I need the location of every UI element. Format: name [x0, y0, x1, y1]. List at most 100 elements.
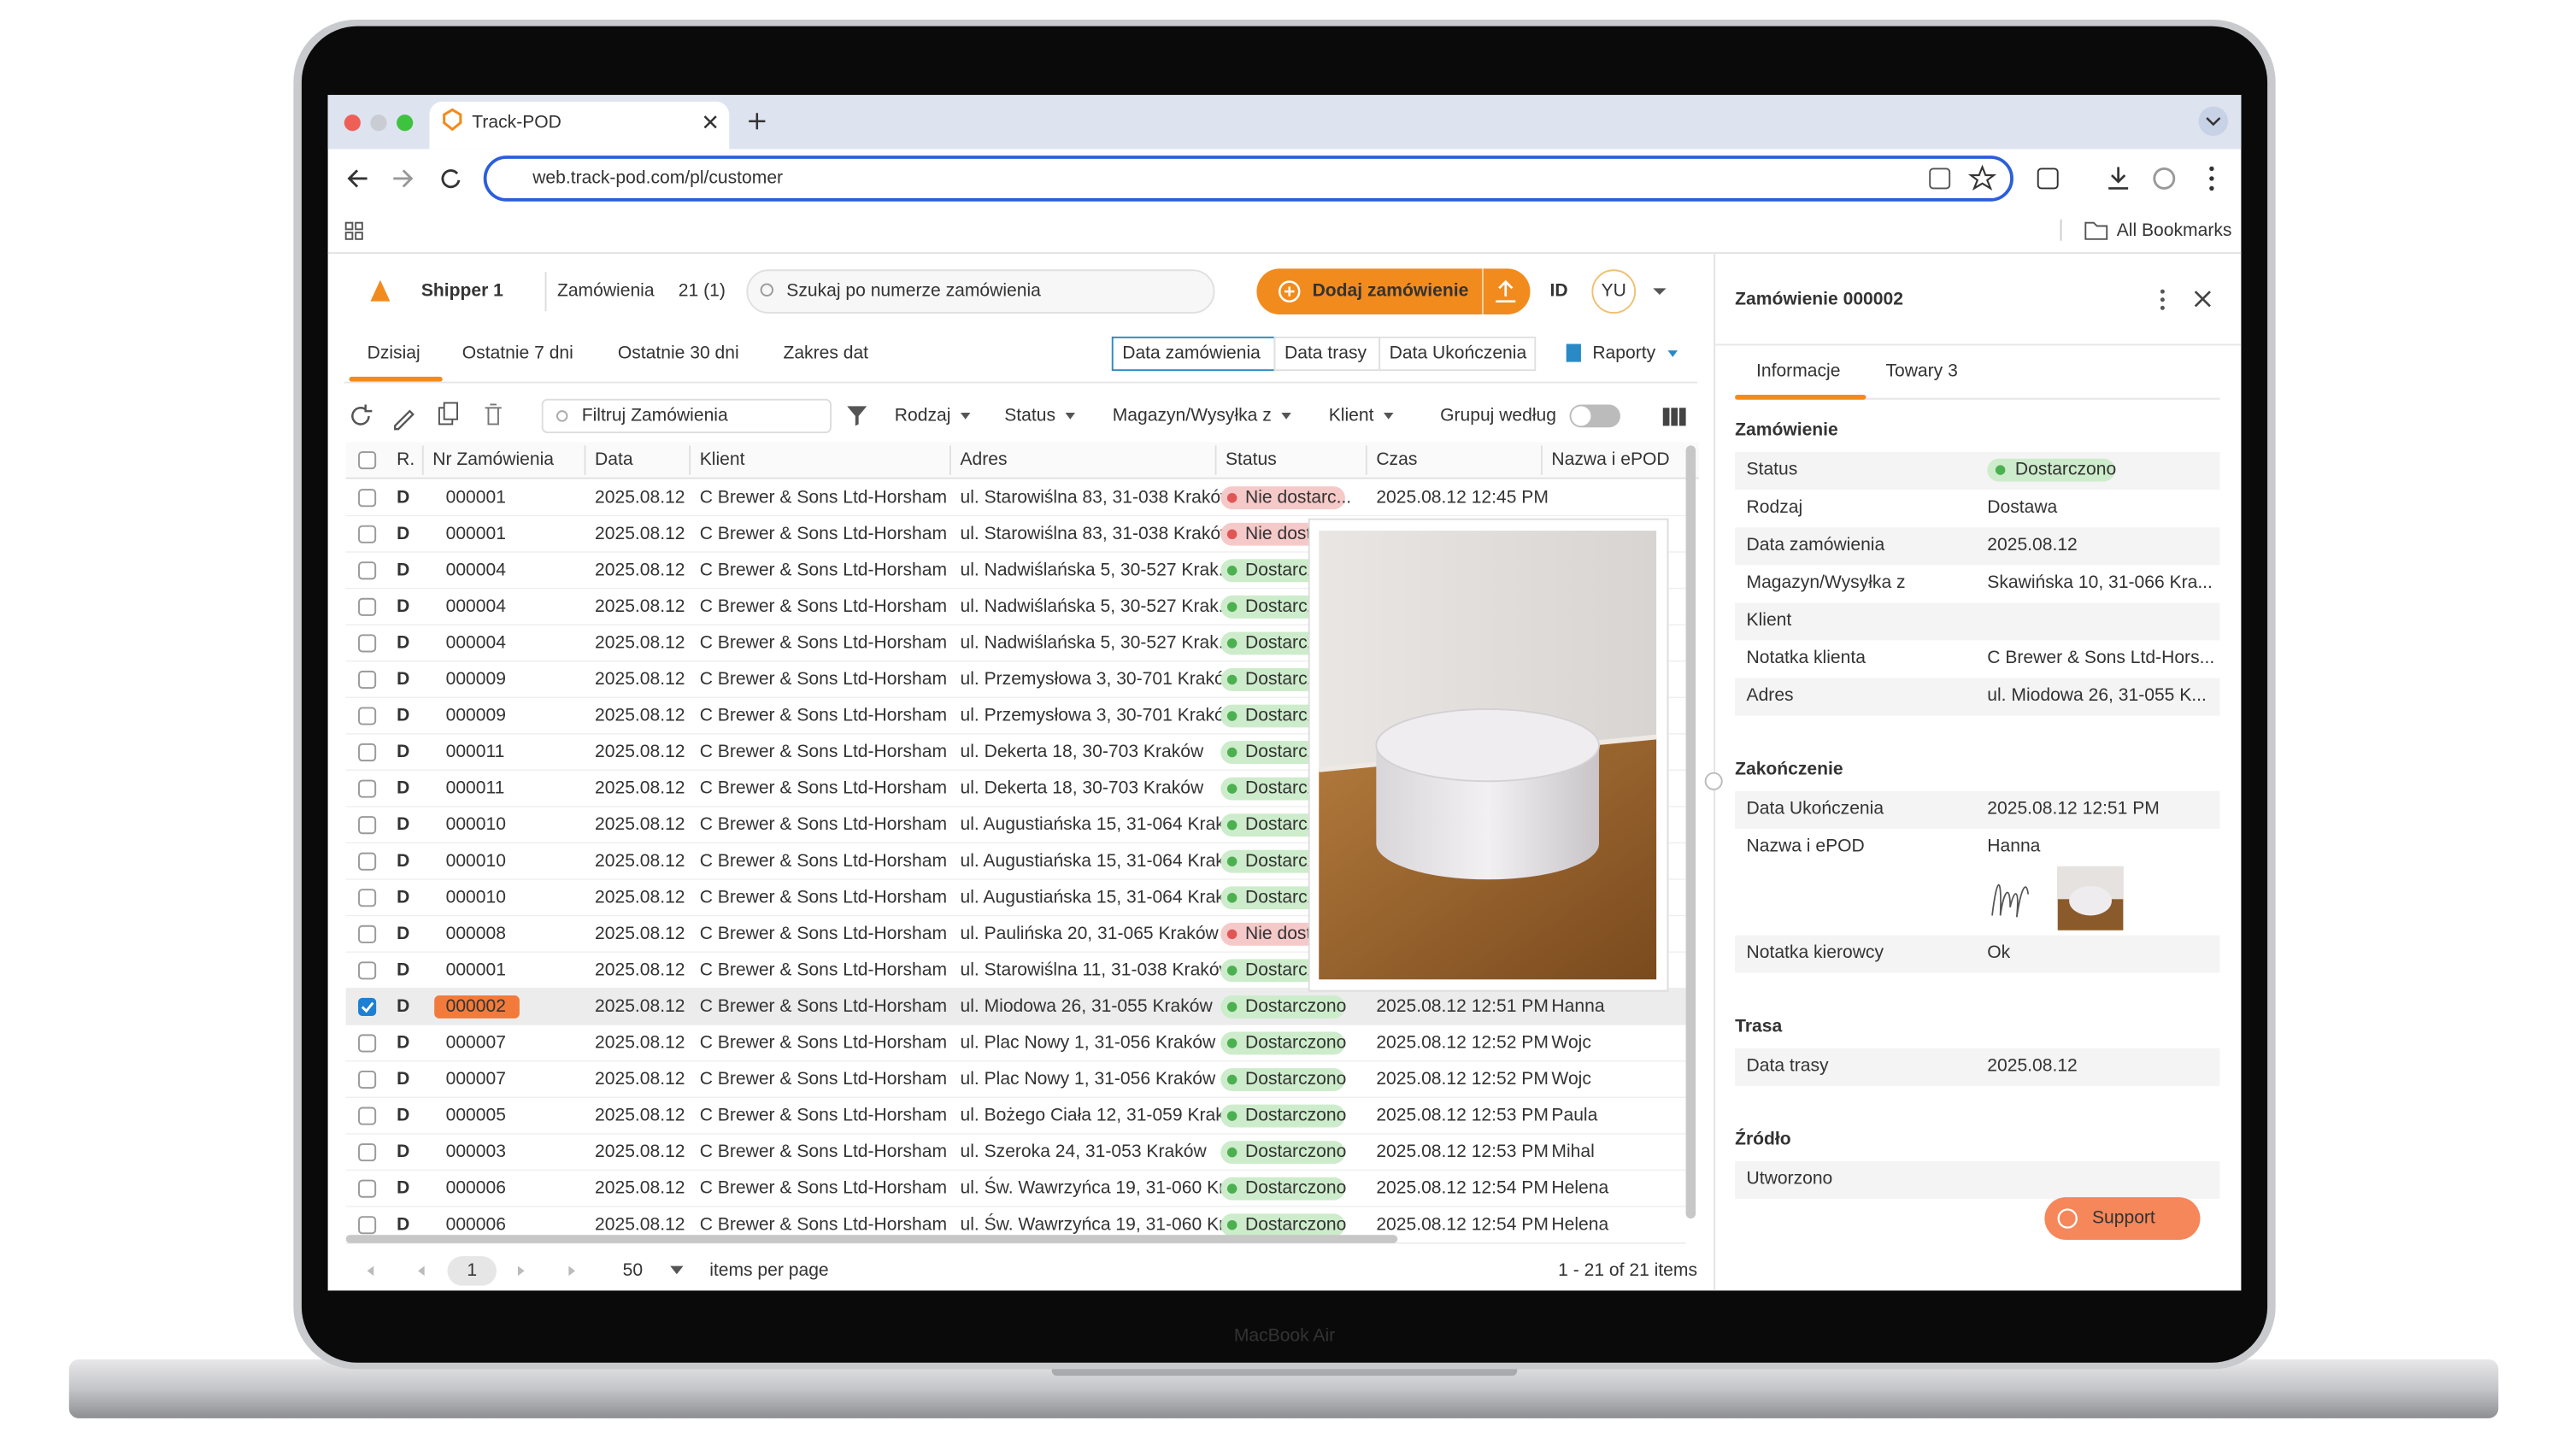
order-number[interactable]: 000001: [446, 487, 506, 507]
active-tab[interactable]: [429, 101, 730, 150]
pager-nav[interactable]: [363, 1265, 579, 1277]
splitter-handle[interactable]: [1704, 772, 1723, 790]
date-tab[interactable]: Ostatnie 7 dni: [462, 343, 573, 363]
row-checkbox[interactable]: [358, 1070, 377, 1089]
row-checkbox[interactable]: [358, 1107, 377, 1125]
profile[interactable]: [2153, 167, 2176, 190]
row-checkbox[interactable]: [358, 1216, 377, 1235]
row-checkbox[interactable]: [358, 889, 377, 907]
date-type-button[interactable]: [1273, 336, 1381, 372]
v-scrollbar[interactable]: [1685, 445, 1696, 1219]
column-header[interactable]: Status: [1226, 449, 1277, 469]
order-number[interactable]: 000008: [446, 924, 506, 943]
row-checkbox[interactable]: [358, 997, 377, 1016]
order-number[interactable]: 000007: [446, 1069, 506, 1089]
date-type-button[interactable]: [1111, 336, 1276, 372]
order-number[interactable]: 000004: [446, 632, 507, 652]
row-checkbox[interactable]: [358, 489, 377, 508]
order-number[interactable]: 000009: [446, 669, 506, 689]
order-number[interactable]: 000010: [446, 851, 506, 871]
per-page-arrow[interactable]: [670, 1265, 684, 1275]
row-checkbox[interactable]: [358, 707, 377, 725]
columns-button[interactable]: [1662, 408, 1686, 426]
order-number[interactable]: 000005: [446, 1106, 506, 1125]
column-header[interactable]: Data: [595, 449, 633, 469]
id-label[interactable]: ID: [1550, 281, 1568, 301]
table-row[interactable]: [345, 1171, 1686, 1207]
order-number[interactable]: 000010: [446, 814, 506, 834]
order-number[interactable]: 000006: [446, 1214, 506, 1234]
row-checkbox[interactable]: [358, 525, 377, 543]
row-checkbox[interactable]: [358, 743, 377, 762]
apps[interactable]: [344, 221, 363, 240]
current-page[interactable]: [447, 1256, 497, 1286]
order-number[interactable]: 000009: [446, 706, 506, 725]
search-box[interactable]: [746, 269, 1215, 314]
new-tab[interactable]: [749, 113, 766, 130]
downloads[interactable]: [2108, 167, 2129, 190]
column-header[interactable]: Czas: [1376, 449, 1417, 469]
delete[interactable]: [485, 403, 502, 426]
filter-icon[interactable]: [847, 406, 867, 426]
filter-dropdown[interactable]: Magazyn/Wysyłka z: [1113, 405, 1272, 425]
row-checkbox[interactable]: [358, 1179, 377, 1198]
row-checkbox[interactable]: [358, 925, 377, 943]
window-max[interactable]: [397, 114, 414, 132]
reports-button[interactable]: Raporty: [1592, 343, 1655, 363]
panel-close[interactable]: [2194, 291, 2211, 308]
panel-tab[interactable]: Informacje: [1756, 361, 1840, 381]
support-button[interactable]: [2044, 1197, 2201, 1240]
h-scrollbar[interactable]: [345, 1235, 1398, 1243]
browser-menu[interactable]: [2209, 166, 2214, 191]
order-number[interactable]: 000004: [446, 596, 507, 616]
order-number[interactable]: 000011: [446, 742, 505, 761]
copy[interactable]: [443, 402, 458, 420]
filter-dropdown[interactable]: Rodzaj: [895, 405, 951, 425]
table-row[interactable]: [345, 1024, 1686, 1062]
row-checkbox[interactable]: [358, 670, 377, 689]
table-row[interactable]: [345, 479, 1686, 517]
order-number[interactable]: 000003: [446, 1142, 506, 1161]
address-bar[interactable]: [483, 156, 2013, 202]
translate[interactable]: [1929, 167, 1951, 190]
row-checkbox[interactable]: [358, 1034, 377, 1053]
column-header[interactable]: Nr Zamówienia: [432, 449, 554, 469]
date-type-button[interactable]: [1379, 336, 1537, 372]
add-order-button[interactable]: [1256, 268, 1531, 315]
order-number[interactable]: 000001: [446, 960, 506, 979]
row-checkbox[interactable]: [358, 1143, 377, 1162]
order-number[interactable]: 000007: [446, 1033, 506, 1053]
window-min[interactable]: [370, 114, 387, 132]
extensions[interactable]: [2037, 167, 2059, 190]
table-row[interactable]: [345, 989, 1686, 1025]
row-checkbox[interactable]: [358, 961, 377, 980]
select-all[interactable]: [358, 451, 377, 470]
panel-tab[interactable]: Towary 3: [1885, 361, 1957, 381]
column-header[interactable]: Adres: [960, 449, 1007, 469]
order-number[interactable]: 000002: [446, 996, 506, 1016]
back[interactable]: [347, 169, 367, 188]
column-header[interactable]: Klient: [700, 449, 745, 469]
window-close[interactable]: [344, 114, 361, 132]
date-tab[interactable]: Dzisiaj: [367, 343, 420, 363]
per-page[interactable]: 50: [623, 1260, 643, 1280]
column-header[interactable]: R.: [397, 449, 414, 469]
row-checkbox[interactable]: [358, 816, 377, 835]
row-checkbox[interactable]: [358, 779, 377, 798]
order-number[interactable]: 000004: [446, 560, 507, 579]
table-row[interactable]: [345, 1061, 1686, 1098]
tab-close[interactable]: [703, 115, 717, 129]
all-bookmarks[interactable]: All Bookmarks: [2117, 220, 2232, 240]
table-row[interactable]: [345, 1134, 1686, 1171]
reload[interactable]: [441, 169, 461, 189]
filter-dropdown[interactable]: Klient: [1329, 405, 1374, 425]
date-tab[interactable]: Zakres dat: [783, 343, 868, 363]
edit[interactable]: [394, 409, 414, 431]
date-tab[interactable]: Ostatnie 30 dni: [618, 343, 739, 363]
refresh[interactable]: [351, 404, 373, 426]
bookmark-star[interactable]: [1967, 164, 1997, 191]
table-row[interactable]: [345, 1097, 1686, 1135]
order-number[interactable]: 000001: [446, 524, 506, 543]
row-checkbox[interactable]: [358, 852, 377, 871]
row-checkbox[interactable]: [358, 597, 377, 616]
